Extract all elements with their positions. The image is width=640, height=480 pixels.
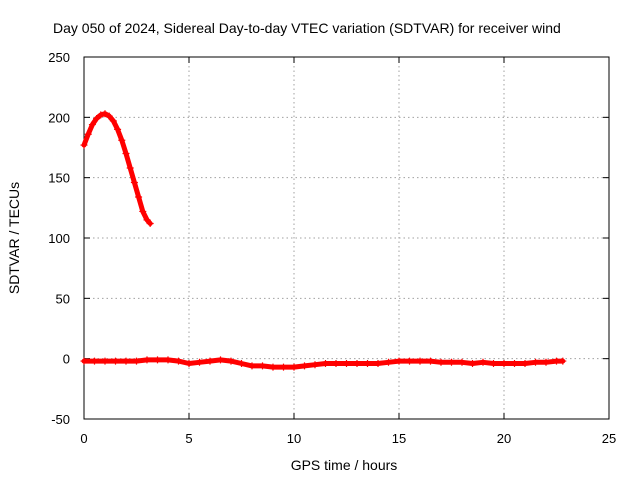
- data-point: [175, 357, 182, 365]
- data-point: [206, 357, 214, 365]
- x-tick-label: 5: [185, 431, 192, 446]
- data-point: [479, 358, 487, 366]
- data-point: [146, 220, 154, 228]
- data-point: [469, 359, 476, 367]
- data-point: [248, 362, 256, 370]
- data-point: [105, 112, 113, 120]
- data-point: [143, 356, 151, 364]
- data-point: [154, 356, 161, 364]
- data-point: [130, 178, 138, 186]
- x-tick-label: 0: [80, 431, 87, 446]
- data-point: [227, 357, 235, 365]
- data-point: [290, 363, 298, 371]
- data-point: [88, 121, 96, 129]
- x-axis-label: GPS time / hours: [291, 457, 398, 473]
- data-point: [238, 359, 245, 367]
- data-point: [164, 356, 172, 364]
- x-tick-label: 10: [287, 431, 301, 446]
- data-point: [301, 362, 308, 370]
- data-point: [133, 357, 140, 365]
- y-tick-label: 50: [56, 291, 70, 306]
- data-point: [196, 358, 203, 366]
- data-point: [364, 359, 371, 367]
- data-point: [532, 358, 539, 366]
- data-point: [416, 357, 424, 365]
- data-point: [91, 357, 98, 365]
- series-1: [80, 110, 154, 228]
- series-2: [80, 356, 567, 371]
- data-point: [395, 357, 403, 365]
- data-point: [448, 358, 455, 366]
- series-layer: [80, 110, 567, 371]
- data-point: [80, 357, 88, 365]
- data-point: [122, 357, 130, 365]
- data-point: [80, 141, 88, 149]
- data-point: [269, 363, 277, 371]
- data-point: [93, 115, 101, 123]
- data-point: [259, 362, 266, 370]
- data-point: [553, 357, 560, 365]
- data-point: [332, 359, 340, 367]
- data-point: [114, 125, 122, 133]
- data-point: [511, 359, 518, 367]
- data-point: [143, 216, 151, 224]
- data-point: [374, 359, 382, 367]
- y-tick-label: 150: [48, 171, 70, 186]
- y-tick-label: 200: [48, 110, 70, 125]
- data-point: [101, 110, 109, 118]
- y-tick-label: 100: [48, 231, 70, 246]
- y-tick-label: 0: [63, 352, 70, 367]
- data-point: [126, 164, 134, 172]
- data-point: [500, 359, 508, 367]
- data-point: [135, 193, 143, 201]
- x-tick-label: 20: [497, 431, 511, 446]
- data-point: [122, 150, 130, 158]
- data-point: [458, 358, 466, 366]
- data-point: [437, 358, 445, 366]
- data-point: [343, 359, 350, 367]
- data-point: [490, 359, 497, 367]
- data-point: [112, 357, 119, 365]
- data-point: [139, 207, 147, 215]
- data-point: [521, 359, 529, 367]
- data-point: [101, 357, 109, 365]
- data-point: [385, 358, 392, 366]
- data-point: [559, 357, 567, 365]
- x-tick-label: 25: [602, 431, 616, 446]
- grid: [84, 57, 609, 419]
- data-point: [353, 359, 361, 367]
- data-point: [217, 356, 224, 364]
- data-point: [427, 357, 434, 365]
- data-point: [542, 358, 550, 366]
- y-axis-label: SDTVAR / TECUs: [6, 182, 22, 294]
- data-point: [109, 117, 117, 125]
- data-point: [311, 361, 319, 369]
- axes: 0 5 10 15 20 25 -50 0 50 100 150 200 250: [48, 50, 616, 446]
- data-point: [406, 357, 413, 365]
- data-point: [118, 136, 126, 144]
- data-point: [185, 359, 193, 367]
- data-point: [97, 111, 105, 119]
- y-tick-label: -50: [51, 412, 70, 427]
- data-point: [322, 359, 329, 367]
- data-point: [84, 130, 92, 138]
- data-point: [280, 363, 287, 371]
- y-tick-label: 250: [48, 50, 70, 65]
- chart-title: Day 050 of 2024, Sidereal Day-to-day VTE…: [53, 20, 561, 36]
- x-tick-label: 15: [392, 431, 406, 446]
